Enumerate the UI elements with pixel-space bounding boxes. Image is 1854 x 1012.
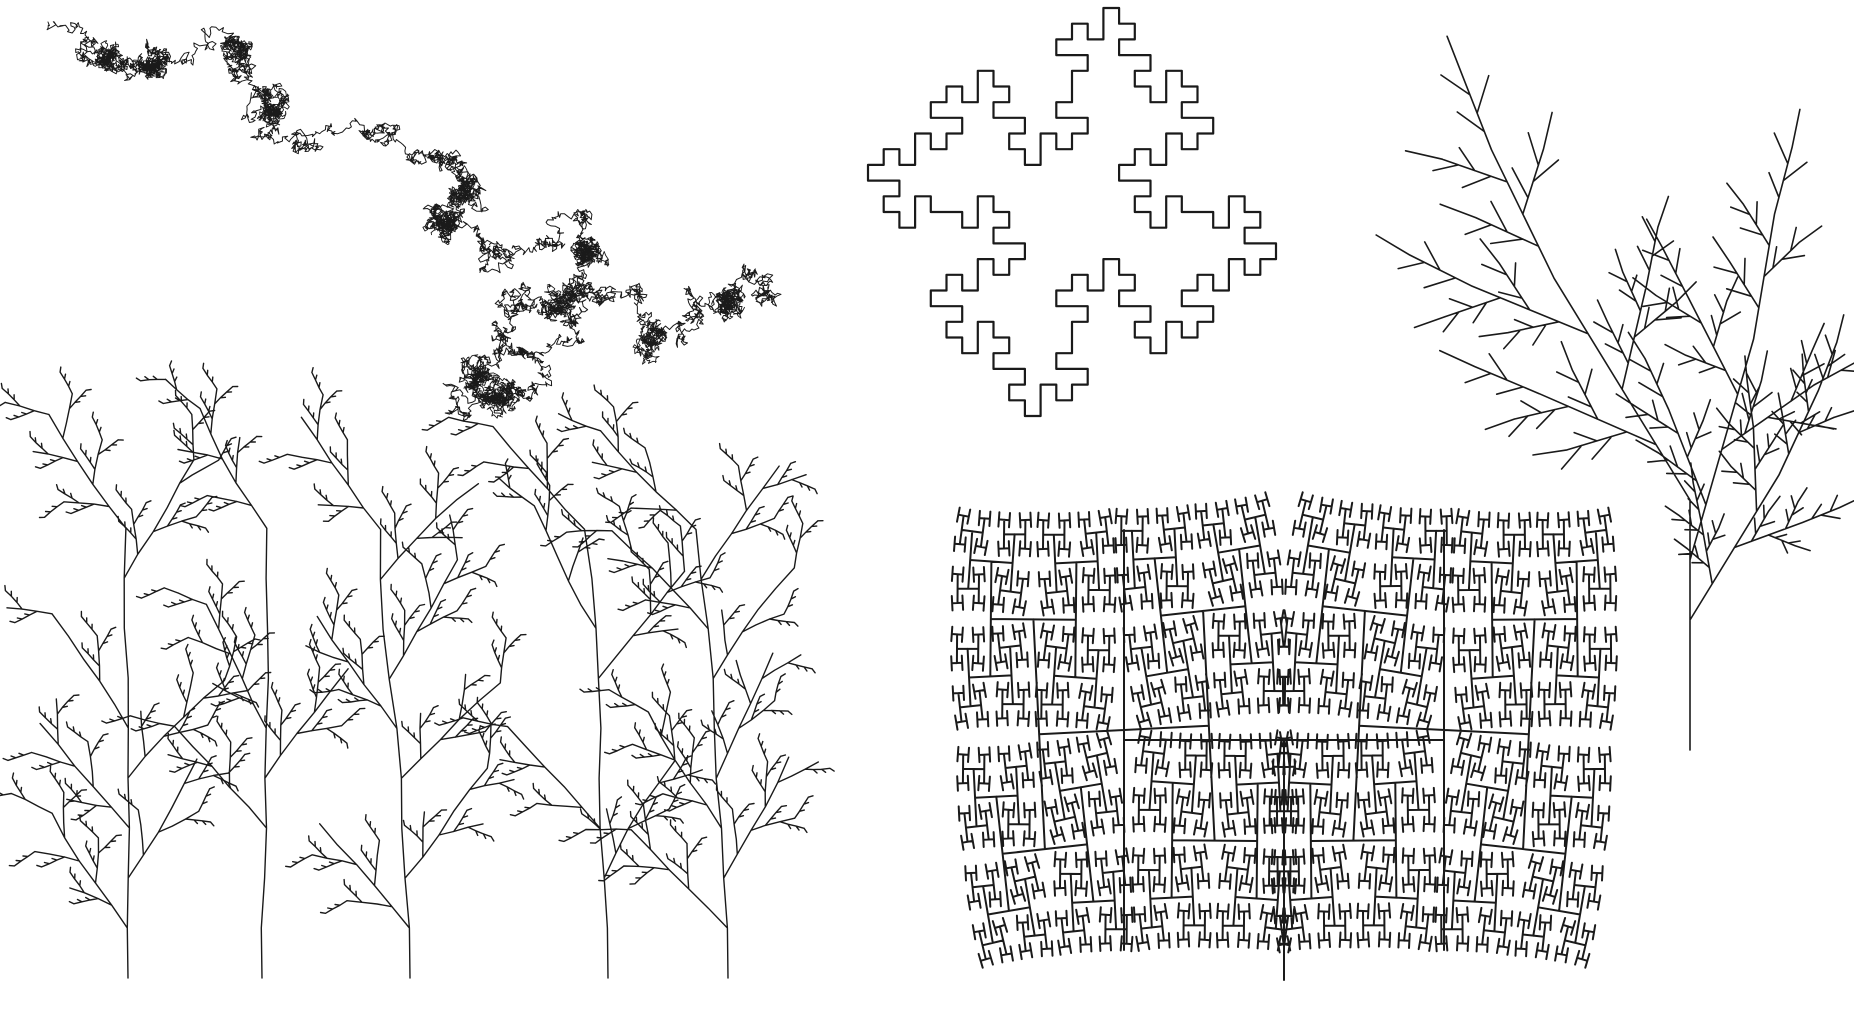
brownian-clump [536, 282, 580, 322]
plant-4 [421, 415, 726, 979]
h-tree-fractal [950, 491, 1618, 981]
brownian-clump [220, 35, 253, 69]
brownian-clump [483, 377, 527, 419]
brownian-clump [131, 53, 171, 80]
brownian-clump [458, 354, 500, 400]
fern-branch-tree [1375, 35, 1854, 751]
brownian-clump [707, 282, 746, 323]
plant-3 [258, 367, 527, 979]
plant-5 [540, 384, 835, 979]
koch-outline [866, 6, 1278, 418]
brownian-clump [91, 40, 128, 75]
koch-snowflake-square-variant [866, 6, 1278, 418]
stochastic-plants-row [0, 360, 835, 979]
brownian-clump [446, 165, 479, 208]
brownian-clump [256, 82, 290, 128]
plant-2 [101, 360, 366, 979]
brownian-clump [632, 319, 668, 365]
brownian-motion-walk [46, 21, 782, 422]
plant-1 [0, 366, 272, 979]
brownian-clump [422, 203, 460, 246]
brownian-clump [570, 237, 610, 268]
htree-lines [950, 491, 1618, 981]
tree-branches [1375, 35, 1854, 751]
